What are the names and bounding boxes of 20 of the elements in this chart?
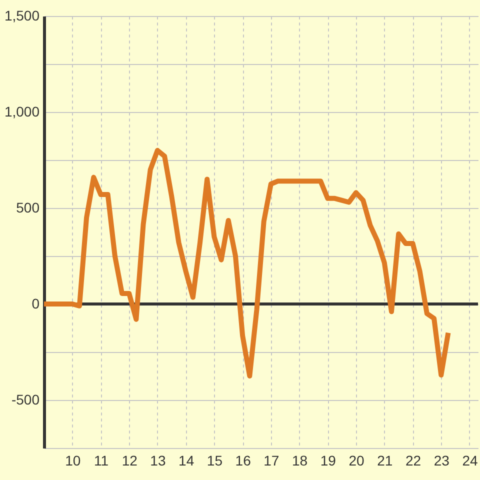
x-tick-label: 21 xyxy=(377,452,393,468)
x-tick-label: 17 xyxy=(264,452,280,468)
y-tick-label: 1,000 xyxy=(4,104,40,120)
x-tick-label: 20 xyxy=(348,452,365,468)
y-tick-label: 1,500 xyxy=(4,8,40,24)
x-tick-label: 15 xyxy=(206,452,223,468)
x-tick-label: 14 xyxy=(178,452,194,468)
x-tick-label: 11 xyxy=(94,452,109,468)
x-tick-label: 24 xyxy=(462,452,478,468)
x-tick-label: 22 xyxy=(405,452,422,468)
x-tick-label: 19 xyxy=(320,452,336,468)
y-tick-label: 0 xyxy=(32,296,40,312)
x-tick-label: 10 xyxy=(65,452,81,468)
x-tick-label: 12 xyxy=(122,452,138,468)
y-tick-label: 500 xyxy=(16,200,40,216)
x-tick-label: 23 xyxy=(434,452,450,468)
y-tick-label: -500 xyxy=(11,392,40,408)
x-tick-label: 13 xyxy=(150,452,166,468)
x-tick-label: 18 xyxy=(292,452,308,468)
x-tick-label: 16 xyxy=(235,452,252,468)
